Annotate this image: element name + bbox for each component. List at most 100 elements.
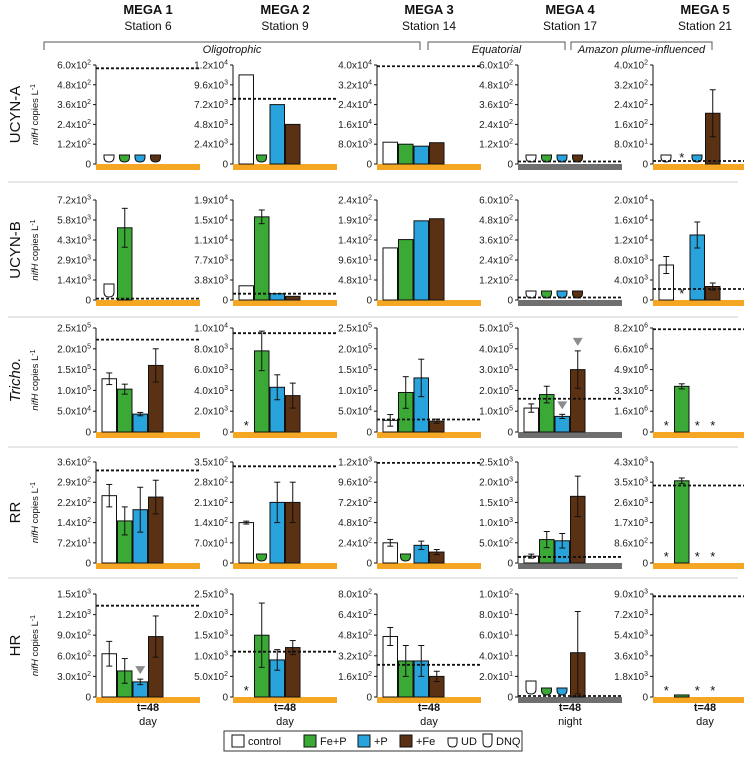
tick-exponent: 5 bbox=[368, 323, 372, 330]
y-tick-label: 8.0x101 bbox=[479, 609, 513, 621]
tick-exponent: 3 bbox=[224, 139, 228, 146]
tick-mantissa: 3.3x10 bbox=[614, 386, 644, 397]
tick-mantissa: 4.0x10 bbox=[479, 344, 509, 355]
period-band bbox=[518, 563, 622, 569]
y-tick-label: 7.2x101 bbox=[57, 537, 91, 549]
y-tick-label: 7.2x103 bbox=[194, 99, 228, 111]
y-tick-label: 1.5x103 bbox=[479, 497, 513, 509]
tick-exponent: 2 bbox=[87, 99, 91, 106]
tick-exponent: 1 bbox=[644, 139, 648, 146]
tick-exponent: 3 bbox=[224, 275, 228, 282]
y-tick-label: 7.0x101 bbox=[194, 537, 228, 549]
tick-exponent: 2 bbox=[368, 517, 372, 524]
tick-exponent: 2 bbox=[87, 139, 91, 146]
y-tick-label: 1.0x105 bbox=[479, 406, 513, 418]
tick-exponent: 2 bbox=[509, 215, 513, 222]
tick-exponent: 2 bbox=[368, 630, 372, 637]
tick-mantissa: 7.7x10 bbox=[194, 256, 224, 267]
period-band bbox=[96, 432, 200, 438]
ud-marker bbox=[556, 687, 568, 696]
y-tick-label: 1.5x103 bbox=[57, 589, 91, 601]
tick-exponent: 2 bbox=[509, 255, 513, 262]
period-label: day bbox=[276, 716, 294, 728]
y-tick-label: 6.4x102 bbox=[338, 609, 372, 621]
tick-exponent: 2 bbox=[509, 275, 513, 282]
bar-feplus-p bbox=[674, 480, 690, 564]
y-tick-label: 0 bbox=[366, 296, 372, 307]
tick-exponent: 3 bbox=[224, 589, 228, 596]
tick-mantissa: 2.4x10 bbox=[614, 100, 644, 111]
y-tick-label: 9.6x101 bbox=[338, 255, 372, 267]
bar-control bbox=[238, 74, 254, 165]
tick-mantissa: 2.4x10 bbox=[57, 120, 87, 131]
tick-exponent: 3 bbox=[224, 343, 228, 350]
legend-label: UD bbox=[461, 736, 477, 748]
y-tick-label: 2.6x103 bbox=[614, 497, 648, 509]
time-label: t=48 bbox=[694, 702, 716, 714]
tick-mantissa: 1.0x10 bbox=[194, 651, 224, 662]
tick-exponent: 5 bbox=[87, 323, 91, 330]
tick-mantissa: 9.6x10 bbox=[338, 256, 368, 267]
tick-exponent: 3 bbox=[224, 255, 228, 262]
y-tick-label: 0 bbox=[642, 559, 648, 570]
tick-exponent: 2 bbox=[644, 60, 648, 67]
tick-mantissa: 7.2x10 bbox=[57, 538, 87, 549]
tick-exponent: 6 bbox=[644, 343, 648, 350]
y-tick-label: 0 bbox=[366, 428, 372, 439]
y-tick-label: 2.0x103 bbox=[194, 609, 228, 621]
tick-mantissa: 0 bbox=[222, 428, 228, 439]
ud-marker bbox=[150, 154, 161, 163]
tick-mantissa: 4.8x10 bbox=[479, 80, 509, 91]
column-station: Station 9 bbox=[261, 19, 309, 33]
tick-mantissa: 2.9x10 bbox=[57, 478, 87, 489]
tick-exponent: 2 bbox=[87, 457, 91, 464]
tick-mantissa: 0 bbox=[507, 693, 513, 704]
tick-mantissa: 0 bbox=[507, 296, 513, 307]
y-tick-label: 5.0x102 bbox=[479, 537, 513, 549]
y-tick-label: 0 bbox=[507, 428, 513, 439]
bar-control bbox=[101, 378, 117, 433]
tick-mantissa: 2.4x10 bbox=[338, 538, 368, 549]
tick-mantissa: 1.6x10 bbox=[614, 407, 644, 418]
tick-mantissa: 7.2x10 bbox=[338, 498, 368, 509]
column-station: Station 6 bbox=[124, 19, 172, 33]
tick-exponent: 2 bbox=[368, 537, 372, 544]
y-tick-label: 1.0x103 bbox=[194, 650, 228, 662]
y-tick-label: 4.8x103 bbox=[194, 119, 228, 131]
period-band bbox=[377, 300, 481, 306]
y-tick-label: 3.5x102 bbox=[194, 457, 228, 469]
tick-exponent: 3 bbox=[87, 215, 91, 222]
tick-exponent: 2 bbox=[368, 235, 372, 242]
y-tick-label: 3.2x102 bbox=[614, 79, 648, 91]
region-bracket bbox=[570, 41, 713, 50]
column-title: MEGA 2 bbox=[260, 2, 309, 17]
legend-swatch bbox=[303, 734, 317, 748]
y-tick-label: 2.5x103 bbox=[194, 589, 228, 601]
y-axis-title-exponent: -1 bbox=[30, 84, 37, 90]
tick-mantissa: 2.5x10 bbox=[194, 590, 224, 601]
row-label: HR bbox=[7, 635, 24, 657]
tick-mantissa: 2.4x10 bbox=[338, 100, 368, 111]
y-tick-label: 1.2x103 bbox=[338, 457, 372, 469]
tick-exponent: 3 bbox=[87, 589, 91, 596]
tick-mantissa: 4.8x10 bbox=[57, 80, 87, 91]
tick-exponent: 3 bbox=[224, 609, 228, 616]
y-tick-label: 1.2x104 bbox=[194, 60, 228, 72]
tick-mantissa: 7.2x10 bbox=[57, 196, 87, 207]
y-tick-label: 0 bbox=[85, 160, 91, 171]
y-tick-label: 0 bbox=[85, 559, 91, 570]
y-tick-label: 3.6x102 bbox=[57, 99, 91, 111]
tick-mantissa: 0 bbox=[366, 693, 372, 704]
tick-exponent: 3 bbox=[644, 275, 648, 282]
tick-mantissa: 4.0x10 bbox=[614, 61, 644, 72]
row-label: UCYN-A bbox=[7, 86, 24, 144]
y-tick-label: 4.8x102 bbox=[479, 215, 513, 227]
ud-marker bbox=[400, 553, 411, 562]
tick-mantissa: 1.0x10 bbox=[479, 407, 509, 418]
tick-mantissa: 0 bbox=[85, 693, 91, 704]
not-detected-star: * bbox=[679, 150, 684, 165]
period-band bbox=[377, 164, 481, 170]
y-tick-label: 0 bbox=[366, 693, 372, 704]
tick-exponent: 3 bbox=[644, 650, 648, 657]
tick-mantissa: 6.6x10 bbox=[614, 344, 644, 355]
